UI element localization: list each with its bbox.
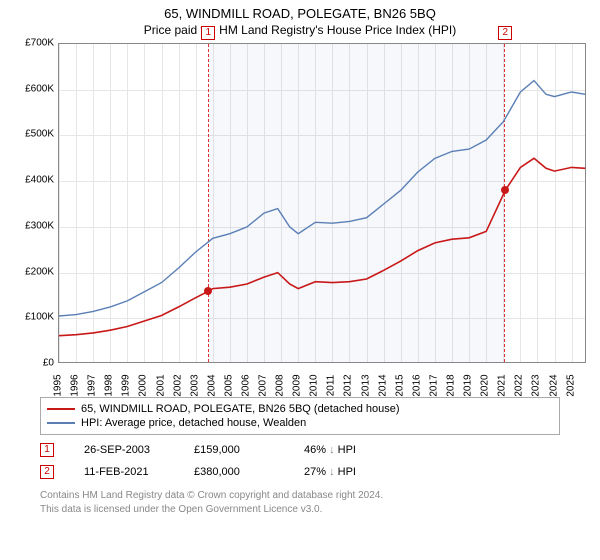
x-axis-label: 2012 xyxy=(343,374,354,396)
legend-item-hpi: HPI: Average price, detached house, Weal… xyxy=(47,416,553,430)
x-axis-label: 2005 xyxy=(223,374,234,396)
x-axis-label: 2020 xyxy=(480,374,491,396)
legend: 65, WINDMILL ROAD, POLEGATE, BN26 5BQ (d… xyxy=(40,397,560,435)
sale-hpi-delta: 46% ↓ HPI xyxy=(304,444,384,456)
legend-swatch-property xyxy=(47,408,75,410)
sale-price: £159,000 xyxy=(194,444,274,456)
y-axis-label: £100K xyxy=(25,312,54,323)
x-axis-label: 2007 xyxy=(258,374,269,396)
sale-dot xyxy=(204,287,212,295)
legend-item-property: 65, WINDMILL ROAD, POLEGATE, BN26 5BQ (d… xyxy=(47,402,553,416)
y-axis-label: £700K xyxy=(25,38,54,49)
sale-marker-inline: 2 xyxy=(40,465,54,479)
x-axis-label: 2006 xyxy=(240,374,251,396)
chart-lines xyxy=(59,44,587,364)
y-axis-label: £300K xyxy=(25,220,54,231)
y-axis-label: £0 xyxy=(43,358,54,369)
sale-price: £380,000 xyxy=(194,466,274,478)
sale-marker-2: 2 xyxy=(498,26,512,40)
x-axis-label: 2018 xyxy=(446,374,457,396)
x-axis-label: 2024 xyxy=(548,374,559,396)
x-axis-label: 2013 xyxy=(360,374,371,396)
legend-swatch-hpi xyxy=(47,422,75,424)
sale-dot xyxy=(501,186,509,194)
page-title: 65, WINDMILL ROAD, POLEGATE, BN26 5BQ xyxy=(0,0,600,21)
y-axis-label: £400K xyxy=(25,175,54,186)
x-axis-label: 2002 xyxy=(172,374,183,396)
x-axis-label: 1996 xyxy=(70,374,81,396)
sale-row-2: 2 11-FEB-2021 £380,000 27% ↓ HPI xyxy=(40,465,600,479)
x-axis-label: 2017 xyxy=(428,374,439,396)
y-axis-label: £500K xyxy=(25,129,54,140)
plot-area: 12 xyxy=(58,43,586,363)
footer-line-2: This data is licensed under the Open Gov… xyxy=(40,503,600,517)
sale-marker-inline: 1 xyxy=(40,443,54,457)
x-axis-label: 1998 xyxy=(104,374,115,396)
x-axis-label: 2014 xyxy=(377,374,388,396)
x-axis-label: 2003 xyxy=(189,374,200,396)
legend-label-property: 65, WINDMILL ROAD, POLEGATE, BN26 5BQ (d… xyxy=(81,403,400,415)
x-axis-label: 2022 xyxy=(514,374,525,396)
x-axis-label: 2023 xyxy=(531,374,542,396)
x-axis-label: 2008 xyxy=(275,374,286,396)
x-axis-label: 2011 xyxy=(326,375,337,397)
footer-line-1: Contains HM Land Registry data © Crown c… xyxy=(40,489,600,503)
chart-container: 65, WINDMILL ROAD, POLEGATE, BN26 5BQ Pr… xyxy=(0,0,600,560)
chart-area: 12 £0£100K£200K£300K£400K£500K£600K£700K… xyxy=(38,43,598,389)
series-line-property xyxy=(59,158,585,335)
x-axis-label: 2019 xyxy=(463,374,474,396)
x-axis-label: 1995 xyxy=(53,374,64,396)
legend-label-hpi: HPI: Average price, detached house, Weal… xyxy=(81,417,306,429)
sale-marker-1: 1 xyxy=(201,26,215,40)
x-axis-label: 2016 xyxy=(411,374,422,396)
x-axis-label: 2004 xyxy=(206,374,217,396)
x-axis-label: 2015 xyxy=(394,374,405,396)
sale-row-1: 1 26-SEP-2003 £159,000 46% ↓ HPI xyxy=(40,443,600,457)
series-line-hpi xyxy=(59,81,585,316)
x-axis-label: 1997 xyxy=(87,374,98,396)
y-axis-label: £200K xyxy=(25,266,54,277)
x-axis-label: 1999 xyxy=(121,374,132,396)
x-axis-label: 2000 xyxy=(138,374,149,396)
x-axis-label: 2021 xyxy=(497,374,508,396)
x-axis-label: 2001 xyxy=(155,374,166,396)
x-axis-label: 2009 xyxy=(292,374,303,396)
x-axis-label: 2025 xyxy=(565,374,576,396)
y-axis-label: £600K xyxy=(25,83,54,94)
footer: Contains HM Land Registry data © Crown c… xyxy=(40,489,600,516)
sale-hpi-delta: 27% ↓ HPI xyxy=(304,466,384,478)
sale-date: 26-SEP-2003 xyxy=(84,444,164,456)
sale-date: 11-FEB-2021 xyxy=(84,466,164,478)
x-axis-label: 2010 xyxy=(309,374,320,396)
